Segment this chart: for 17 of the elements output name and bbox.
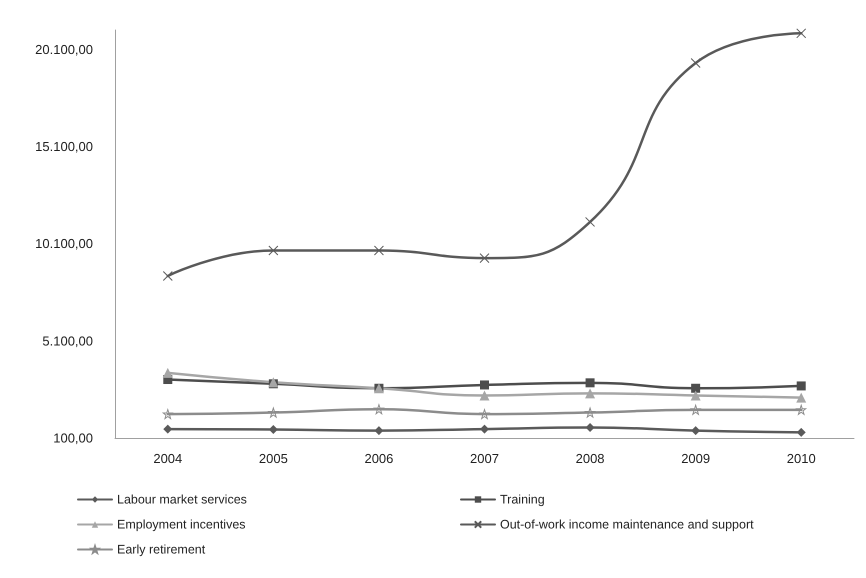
y-tick-label: 100,00 <box>53 430 93 446</box>
x-tick-label: 2007 <box>470 451 499 466</box>
y-tick-label: 10.100,00 <box>35 236 93 252</box>
x-tick-label: 2009 <box>681 451 710 466</box>
legend-label: Training <box>500 492 545 506</box>
x-tick-label: 2005 <box>258 451 288 466</box>
legend-label: Out-of-work income maintenance and support <box>500 518 754 532</box>
x-tick-label: 2006 <box>364 451 394 466</box>
x-tick-label: 2008 <box>576 451 605 466</box>
legend-label: Early retirement <box>117 542 206 556</box>
y-tick-label: 15.100,00 <box>35 139 93 154</box>
x-tick-label: 2004 <box>153 451 182 466</box>
y-tick-label: 5.100,00 <box>42 333 93 348</box>
legend-label: Employment incentives <box>117 518 246 532</box>
x-tick-label: 2010 <box>786 451 816 466</box>
legend-label: Labour market services <box>117 492 247 506</box>
y-tick-label: 20.100,00 <box>35 42 93 57</box>
